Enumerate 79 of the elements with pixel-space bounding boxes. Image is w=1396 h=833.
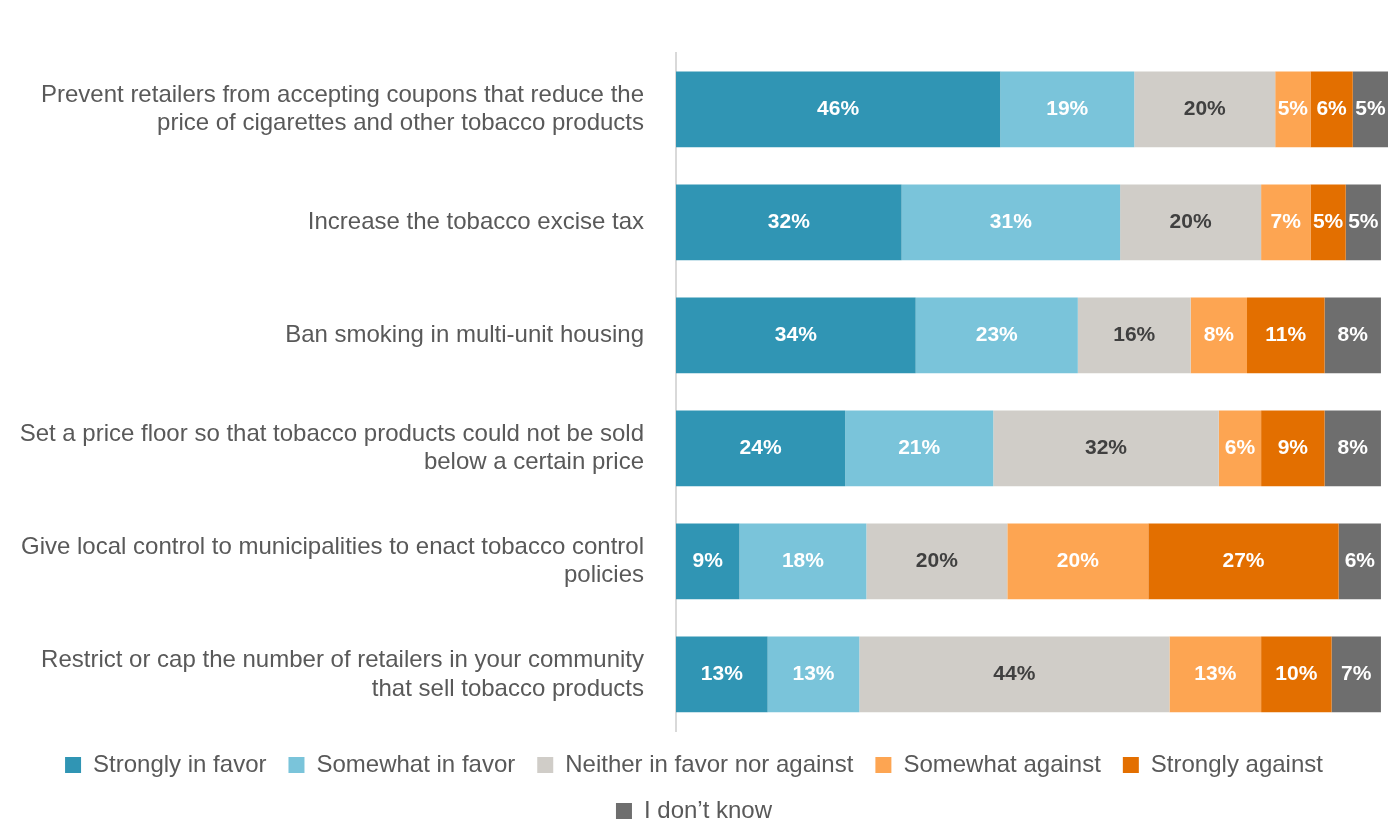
bar (1247, 297, 1325, 374)
bar (1000, 71, 1135, 148)
bar (1077, 297, 1191, 374)
bar (1261, 636, 1332, 713)
data-label: 9% (692, 548, 724, 572)
data-label: 10% (1275, 661, 1318, 685)
data-label: 5% (1312, 209, 1344, 233)
bar (1310, 71, 1353, 148)
data-label: 20% (915, 548, 959, 572)
data-label: 18% (781, 548, 825, 572)
data-label: 6% (1344, 548, 1376, 572)
bar (1134, 71, 1276, 148)
data-label: 27% (1222, 548, 1265, 572)
data-label: 34% (774, 322, 818, 346)
bar (915, 297, 1078, 374)
bar (767, 636, 860, 713)
legend-label: Neither in favor nor against (565, 749, 854, 777)
bar (676, 71, 1001, 148)
bar (1190, 297, 1248, 374)
data-label: 44% (993, 661, 1036, 685)
bar (1261, 410, 1325, 487)
y-tick-label: Give local control to municipalities to enact tobacco control policies (21, 531, 644, 588)
legend-label: Strongly against (1150, 749, 1324, 777)
bar (1169, 636, 1262, 713)
data-label: 13% (1194, 661, 1237, 685)
data-label: 7% (1270, 209, 1302, 233)
data-label: 16% (1113, 322, 1156, 346)
data-label: 20% (1056, 548, 1100, 572)
data-label: 8% (1203, 322, 1235, 346)
y-tick-label: Ban smoking in multi-unit housing (285, 320, 644, 348)
legend-label: Somewhat in favor (316, 749, 516, 777)
bar (993, 410, 1219, 487)
bar (676, 184, 902, 261)
data-label: 5% (1355, 96, 1386, 120)
bar (676, 410, 846, 487)
data-label: 23% (975, 322, 1019, 346)
legend-label: Strongly in favor (93, 749, 267, 777)
bar (676, 523, 740, 600)
data-label: 32% (1085, 435, 1128, 459)
bar (1261, 184, 1311, 261)
data-label: 6% (1224, 435, 1256, 459)
data-label: 13% (700, 661, 744, 685)
bar (901, 184, 1121, 261)
data-label: 21% (898, 435, 941, 459)
data-label: 31% (989, 209, 1033, 233)
data-label: 20% (1169, 209, 1212, 233)
bar (1324, 410, 1381, 487)
data-label: 5% (1277, 96, 1309, 120)
y-tick-label: Prevent retailers from accepting coupons that reduce the price of cigarettes and other tobacco products (41, 79, 644, 136)
data-label: 32% (767, 209, 811, 233)
y-tick-label: Restrict or cap the number of retailers in your community that sell tobacco products (41, 644, 644, 701)
bar (676, 636, 768, 713)
bar (1148, 523, 1339, 600)
y-tick-label: Set a price floor so that tobacco products could not be sold below a certain price (19, 418, 644, 475)
data-label: 8% (1337, 322, 1369, 346)
data-label: 19% (1046, 96, 1089, 120)
data-label: 46% (817, 96, 860, 120)
data-label: 13% (792, 661, 835, 685)
data-label: 11% (1265, 322, 1307, 346)
data-label: 7% (1341, 661, 1372, 685)
data-label: 20% (1183, 96, 1227, 120)
data-label: 8% (1337, 435, 1369, 459)
bar (859, 636, 1170, 713)
bar (1007, 523, 1149, 600)
bar (1120, 184, 1262, 261)
y-tick-label: Increase the tobacco excise tax (307, 206, 644, 234)
bar (845, 410, 994, 487)
bar (1331, 636, 1381, 713)
bar (1310, 184, 1346, 261)
data-label: 9% (1277, 435, 1309, 459)
bar (866, 523, 1008, 600)
legend-label: I don’t know (643, 795, 773, 823)
data-label: 6% (1316, 96, 1348, 120)
data-label: 5% (1348, 209, 1379, 233)
bar (1324, 297, 1381, 374)
bar (676, 297, 916, 374)
legend-label: Somewhat against (903, 749, 1102, 777)
bar (739, 523, 867, 600)
data-label: 24% (739, 435, 782, 459)
